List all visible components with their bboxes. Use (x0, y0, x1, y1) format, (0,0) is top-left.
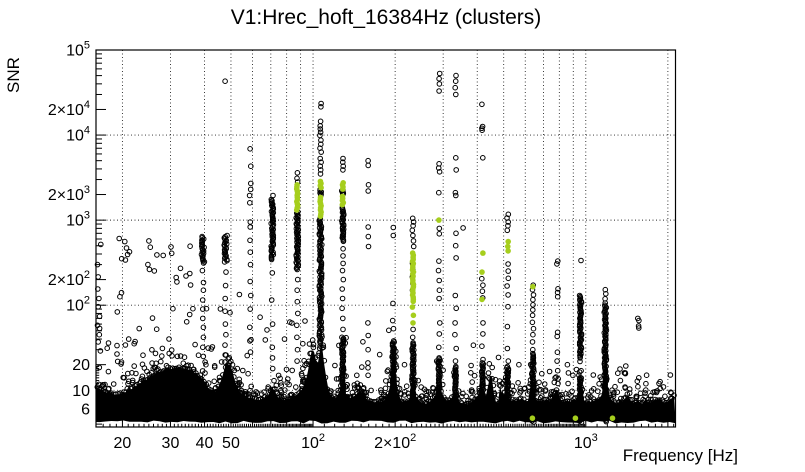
svg-text:20: 20 (72, 357, 90, 374)
x-axis-title: Frequency [Hz] (623, 446, 738, 465)
svg-text:40: 40 (196, 435, 214, 452)
cluster-data-points (94, 70, 674, 426)
highlighted-cluster-points (293, 178, 616, 422)
svg-text:2×104: 2×104 (48, 99, 90, 119)
svg-text:2×102: 2×102 (374, 432, 416, 452)
plot-frame (95, 49, 677, 428)
y-axis-title: SNR (4, 57, 23, 93)
svg-text:2×102: 2×102 (48, 269, 90, 289)
svg-text:103: 103 (66, 210, 90, 230)
svg-text:102: 102 (66, 295, 90, 315)
svg-text:20: 20 (114, 435, 132, 452)
svg-text:50: 50 (222, 435, 240, 452)
svg-text:102: 102 (301, 432, 325, 452)
axis-tick-labels: 20 30 40 50 102 2×102 103 105 2×104 104 2×103 103 2×… (48, 40, 598, 453)
noise-floor-points (94, 334, 677, 424)
svg-text:30: 30 (162, 435, 180, 452)
svg-text:104: 104 (66, 125, 90, 145)
svg-text:105: 105 (66, 40, 90, 60)
svg-text:6: 6 (81, 402, 90, 419)
svg-text:103: 103 (574, 432, 598, 452)
svg-text:10: 10 (72, 383, 90, 400)
axis-ticks (95, 49, 675, 427)
chart-title: V1:Hrec_hoft_16384Hz (clusters) (231, 6, 541, 29)
svg-text:2×103: 2×103 (48, 184, 90, 204)
